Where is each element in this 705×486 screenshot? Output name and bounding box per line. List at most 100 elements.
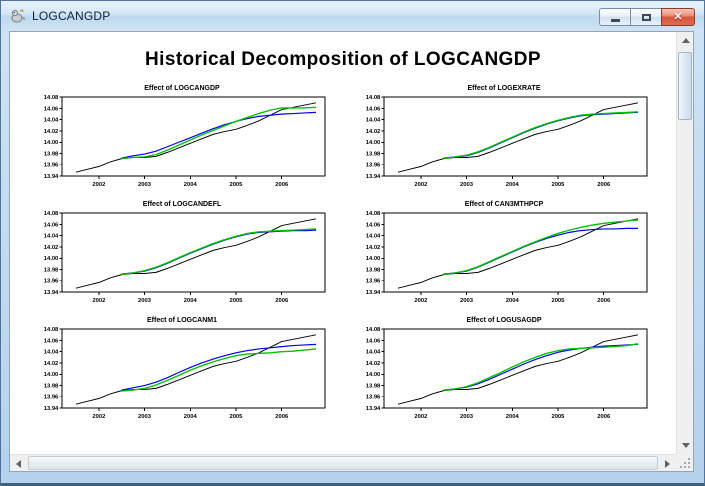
svg-text:2004: 2004 bbox=[184, 182, 198, 188]
svg-text:13.96: 13.96 bbox=[366, 279, 381, 285]
svg-text:14.00: 14.00 bbox=[366, 256, 381, 262]
close-icon: ✕ bbox=[673, 10, 683, 23]
svg-text:2003: 2003 bbox=[460, 298, 474, 304]
svg-text:14.02: 14.02 bbox=[44, 361, 59, 367]
svg-text:2005: 2005 bbox=[551, 182, 565, 188]
svg-text:2006: 2006 bbox=[597, 182, 611, 188]
svg-text:2002: 2002 bbox=[414, 414, 428, 420]
svg-text:2005: 2005 bbox=[551, 414, 565, 420]
svg-text:14.06: 14.06 bbox=[44, 106, 59, 112]
figure-title: Historical Decomposition of LOGCANGDP bbox=[145, 49, 541, 70]
resize-grip-icon bbox=[680, 458, 690, 468]
svg-text:2005: 2005 bbox=[229, 298, 243, 304]
titlebar[interactable]: LOGCANGDP bbox=[1, 1, 704, 30]
svg-text:13.98: 13.98 bbox=[366, 152, 381, 158]
svg-text:14.04: 14.04 bbox=[366, 118, 381, 124]
maximize-icon bbox=[641, 13, 651, 21]
svg-text:2002: 2002 bbox=[92, 182, 106, 188]
svg-text:14.00: 14.00 bbox=[44, 372, 59, 378]
svg-text:13.94: 13.94 bbox=[44, 406, 59, 412]
scroll-up-button[interactable] bbox=[677, 32, 694, 49]
svg-text:14.08: 14.08 bbox=[366, 211, 381, 217]
chart-plot: 13.94 13.96 13.98 14.00 14.02 14.04 14.06 14.08… bbox=[44, 95, 326, 188]
svg-text:2002: 2002 bbox=[92, 298, 106, 304]
svg-text:14.08: 14.08 bbox=[44, 211, 59, 217]
window-title: LOGCANGDP bbox=[32, 8, 111, 23]
scroll-right-button[interactable] bbox=[659, 455, 676, 472]
svg-text:14.08: 14.08 bbox=[44, 95, 59, 101]
svg-text:2005: 2005 bbox=[229, 182, 243, 188]
chart-plot: 13.94 13.96 13.98 14.00 14.02 14.04 14.06 14.08… bbox=[366, 327, 648, 420]
svg-text:13.98: 13.98 bbox=[366, 384, 381, 390]
svg-text:2003: 2003 bbox=[460, 414, 474, 420]
chart-plot: 13.94 13.96 13.98 14.00 14.02 14.04 14.06 14.08… bbox=[366, 95, 648, 188]
svg-text:13.96: 13.96 bbox=[366, 395, 381, 401]
minimize-icon bbox=[610, 18, 620, 22]
scroll-down-icon bbox=[681, 443, 690, 448]
svg-text:14.06: 14.06 bbox=[366, 338, 381, 344]
vertical-scrollbar[interactable] bbox=[676, 32, 693, 454]
svg-text:2005: 2005 bbox=[229, 414, 243, 420]
svg-text:2002: 2002 bbox=[414, 298, 428, 304]
svg-text:2004: 2004 bbox=[184, 298, 198, 304]
svg-text:14.06: 14.06 bbox=[366, 222, 381, 228]
svg-text:14.04: 14.04 bbox=[366, 234, 381, 240]
vertical-scrollbar-thumb[interactable] bbox=[678, 52, 692, 120]
horizontal-scrollbar[interactable] bbox=[10, 454, 676, 471]
svg-text:2005: 2005 bbox=[551, 298, 565, 304]
minimize-button[interactable] bbox=[599, 8, 630, 26]
client-area: Historical Decomposition of LOGCANGDP Ef… bbox=[9, 31, 694, 472]
svg-text:14.08: 14.08 bbox=[366, 95, 381, 101]
svg-text:14.02: 14.02 bbox=[366, 129, 381, 135]
svg-text:2006: 2006 bbox=[275, 414, 289, 420]
svg-text:14.04: 14.04 bbox=[44, 234, 59, 240]
svg-text:14.06: 14.06 bbox=[366, 106, 381, 112]
horizontal-scrollbar-thumb[interactable] bbox=[28, 456, 658, 470]
chart-title: Effect of LOGCANDEFL bbox=[142, 201, 222, 208]
scroll-left-button[interactable] bbox=[10, 455, 27, 472]
svg-text:2006: 2006 bbox=[275, 298, 289, 304]
svg-text:13.94: 13.94 bbox=[44, 290, 59, 296]
svg-text:14.04: 14.04 bbox=[44, 118, 59, 124]
window-controls: ✕ bbox=[599, 8, 695, 26]
svg-text:2003: 2003 bbox=[460, 182, 474, 188]
scroll-down-button[interactable] bbox=[677, 437, 694, 454]
svg-text:14.04: 14.04 bbox=[44, 350, 59, 356]
chart-effect-logcandefl: Effect of LOGCANDEFL 13.94 13.96 13.98 14.0… bbox=[33, 200, 331, 305]
svg-text:13.96: 13.96 bbox=[366, 163, 381, 169]
close-button[interactable]: ✕ bbox=[661, 8, 695, 26]
svg-text:13.94: 13.94 bbox=[44, 174, 59, 180]
svg-text:14.02: 14.02 bbox=[44, 245, 59, 251]
svg-text:14.06: 14.06 bbox=[44, 338, 59, 344]
svg-text:13.94: 13.94 bbox=[366, 406, 381, 412]
resize-grip[interactable] bbox=[676, 454, 693, 471]
svg-text:14.08: 14.08 bbox=[44, 327, 59, 333]
svg-text:14.00: 14.00 bbox=[366, 140, 381, 146]
svg-text:14.02: 14.02 bbox=[44, 129, 59, 135]
svg-text:13.98: 13.98 bbox=[44, 152, 59, 158]
scroll-up-icon bbox=[681, 38, 690, 43]
svg-text:13.98: 13.98 bbox=[366, 268, 381, 274]
chart-effect-logcangdp: Effect of LOGCANGDP 13.94 13.96 13.98 14.00… bbox=[33, 84, 331, 189]
svg-text:13.98: 13.98 bbox=[44, 384, 59, 390]
svg-text:2004: 2004 bbox=[184, 414, 198, 420]
chart-title: Effect of LOGEXRATE bbox=[467, 85, 541, 92]
svg-text:2004: 2004 bbox=[506, 414, 520, 420]
svg-text:13.94: 13.94 bbox=[366, 174, 381, 180]
svg-text:13.96: 13.96 bbox=[44, 279, 59, 285]
app-icon bbox=[9, 8, 26, 24]
svg-text:2006: 2006 bbox=[597, 298, 611, 304]
chart-title: Effect of LOGUSAGDP bbox=[466, 317, 542, 324]
scroll-right-icon bbox=[665, 459, 670, 468]
scroll-left-icon bbox=[16, 459, 21, 468]
svg-text:14.02: 14.02 bbox=[366, 361, 381, 367]
svg-text:13.98: 13.98 bbox=[44, 268, 59, 274]
maximize-button[interactable] bbox=[630, 8, 661, 26]
svg-text:14.00: 14.00 bbox=[44, 256, 59, 262]
svg-text:14.06: 14.06 bbox=[44, 222, 59, 228]
svg-text:2003: 2003 bbox=[138, 182, 152, 188]
svg-text:14.00: 14.00 bbox=[366, 372, 381, 378]
chart-plot: 13.94 13.96 13.98 14.00 14.02 14.04 14.06 14.08… bbox=[44, 211, 326, 304]
svg-text:14.04: 14.04 bbox=[366, 350, 381, 356]
